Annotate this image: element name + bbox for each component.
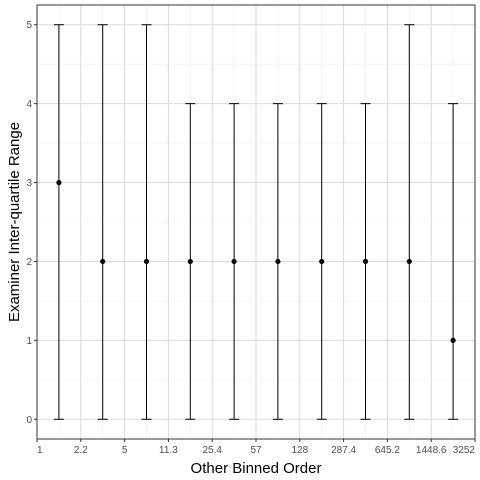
x-tick-label: 25.4 xyxy=(202,445,222,456)
y-tick-label: 3 xyxy=(26,178,32,189)
y-tick-label: 1 xyxy=(26,336,32,347)
x-tick-label: 1448.6 xyxy=(416,445,447,456)
data-point xyxy=(56,180,61,185)
x-tick-label: 1 xyxy=(37,445,43,456)
x-axis-title: Other Binned Order xyxy=(191,460,322,477)
data-point xyxy=(144,259,149,264)
y-tick-label: 5 xyxy=(26,20,32,31)
x-tick-label: 128 xyxy=(291,445,308,456)
x-tick-label: 287.4 xyxy=(331,445,356,456)
y-tick-label: 0 xyxy=(26,415,32,426)
x-axis-ticks: 1 2.2 5 11.3 25.4 57 128 287.4 645.2 1448.6 3252 xyxy=(37,439,475,456)
data-point xyxy=(100,259,105,264)
y-tick-label: 2 xyxy=(26,257,32,268)
x-tick-label: 5 xyxy=(122,445,128,456)
data-point xyxy=(275,259,280,264)
data-point xyxy=(188,259,193,264)
y-axis-title: Examiner Inter-quartile Range xyxy=(6,122,23,322)
x-tick-label: 645.2 xyxy=(375,445,400,456)
data-point xyxy=(319,259,324,264)
x-tick-label: 3252 xyxy=(453,445,476,456)
data-point xyxy=(407,259,412,264)
x-tick-label: 57 xyxy=(250,445,262,456)
data-point xyxy=(451,338,456,343)
y-tick-label: 4 xyxy=(26,99,32,110)
data-point xyxy=(363,259,368,264)
y-axis-ticks: 0 1 2 3 4 5 xyxy=(26,20,37,426)
data-point xyxy=(232,259,237,264)
x-tick-label: 11.3 xyxy=(159,445,178,456)
x-tick-label: 2.2 xyxy=(74,445,88,456)
